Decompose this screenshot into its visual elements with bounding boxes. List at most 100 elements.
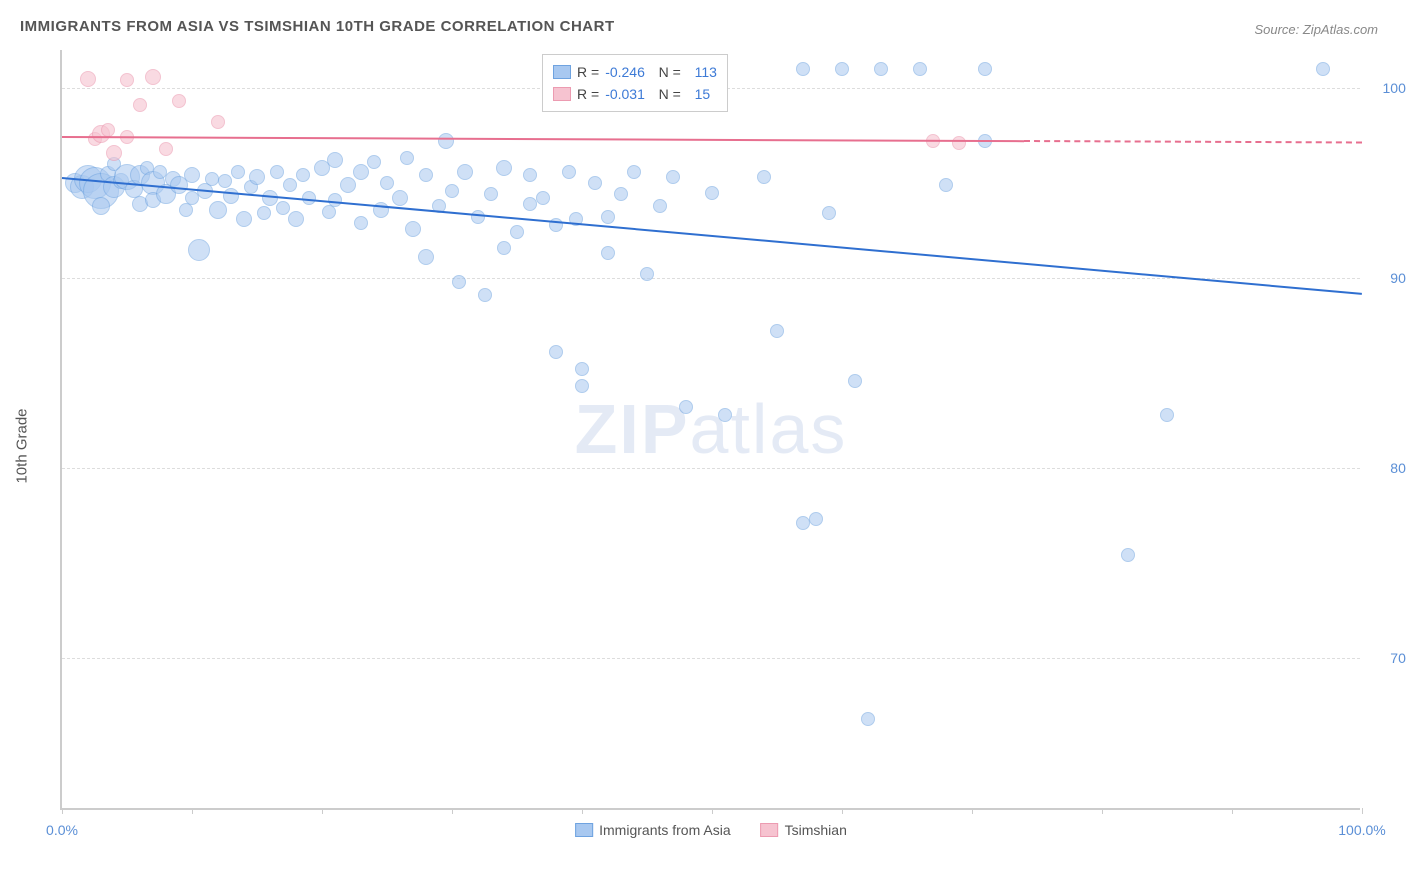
- data-point: [354, 216, 368, 230]
- data-point: [640, 267, 654, 281]
- legend-label: Tsimshian: [785, 822, 847, 838]
- data-point: [92, 197, 110, 215]
- legend-item: Tsimshian: [761, 822, 847, 838]
- data-point: [400, 151, 414, 165]
- data-point: [296, 168, 310, 182]
- data-point: [874, 62, 888, 76]
- data-point: [438, 133, 454, 149]
- data-point: [184, 167, 200, 183]
- data-point: [392, 190, 408, 206]
- gridline-h: [62, 278, 1360, 279]
- data-point: [848, 374, 862, 388]
- y-tick-label: 80.0%: [1370, 460, 1406, 476]
- x-tick: [1102, 808, 1103, 814]
- data-point: [913, 62, 927, 76]
- x-tick: [322, 808, 323, 814]
- data-point: [614, 187, 628, 201]
- source-attribution: Source: ZipAtlas.com: [1254, 22, 1378, 37]
- data-point: [478, 288, 492, 302]
- data-point: [484, 187, 498, 201]
- data-point: [978, 62, 992, 76]
- data-point: [770, 324, 784, 338]
- x-tick: [62, 808, 63, 814]
- legend-R-value: -0.031: [605, 86, 645, 102]
- data-point: [757, 170, 771, 184]
- gridline-h: [62, 468, 1360, 469]
- legend-swatch: [553, 87, 571, 101]
- data-point: [353, 164, 369, 180]
- data-point: [211, 115, 225, 129]
- data-point: [796, 62, 810, 76]
- data-point: [705, 186, 719, 200]
- x-tick: [712, 808, 713, 814]
- watermark-bold: ZIP: [575, 390, 690, 468]
- watermark-light: atlas: [690, 390, 848, 468]
- y-tick-label: 100.0%: [1370, 80, 1406, 96]
- data-point: [1160, 408, 1174, 422]
- chart-title: IMMIGRANTS FROM ASIA VS TSIMSHIAN 10TH G…: [20, 18, 615, 35]
- data-point: [419, 168, 433, 182]
- data-point: [939, 178, 953, 192]
- data-point: [1121, 548, 1135, 562]
- data-point: [101, 123, 115, 137]
- data-point: [218, 174, 232, 188]
- data-point: [1316, 62, 1330, 76]
- data-point: [588, 176, 602, 190]
- data-point: [536, 191, 550, 205]
- data-point: [145, 69, 161, 85]
- legend-N-value: 113: [687, 64, 717, 80]
- data-point: [380, 176, 394, 190]
- x-tick: [582, 808, 583, 814]
- data-point: [405, 221, 421, 237]
- data-point: [106, 145, 122, 161]
- data-point: [159, 142, 173, 156]
- data-point: [653, 199, 667, 213]
- x-tick: [452, 808, 453, 814]
- data-point: [457, 164, 473, 180]
- data-point: [236, 211, 252, 227]
- data-point: [822, 206, 836, 220]
- data-point: [257, 206, 271, 220]
- data-point: [120, 73, 134, 87]
- data-point: [327, 152, 343, 168]
- data-point: [133, 98, 147, 112]
- correlation-legend: R = -0.246 N = 113R = -0.031 N = 15: [542, 54, 728, 112]
- data-point: [471, 210, 485, 224]
- data-point: [262, 190, 278, 206]
- legend-N-value: 15: [687, 86, 710, 102]
- x-tick: [1362, 808, 1363, 814]
- data-point: [718, 408, 732, 422]
- legend-R-value: -0.246: [605, 64, 645, 80]
- y-tick-label: 90.0%: [1370, 270, 1406, 286]
- trend-line: [62, 136, 1024, 142]
- data-point: [276, 201, 290, 215]
- x-tick: [1232, 808, 1233, 814]
- data-point: [445, 184, 459, 198]
- data-point: [270, 165, 284, 179]
- data-point: [952, 136, 966, 150]
- data-point: [666, 170, 680, 184]
- plot-area: ZIPatlas 70.0%80.0%90.0%100.0%0.0%100.0%…: [60, 50, 1360, 810]
- legend-row: R = -0.246 N = 113: [553, 61, 717, 83]
- data-point: [835, 62, 849, 76]
- data-point: [209, 201, 227, 219]
- data-point: [497, 241, 511, 255]
- data-point: [283, 178, 297, 192]
- y-axis-label: 10th Grade: [14, 408, 31, 483]
- trend-line: [1024, 140, 1362, 143]
- x-tick-label: 0.0%: [46, 822, 78, 838]
- legend-R-label: R =: [577, 64, 599, 80]
- data-point: [172, 94, 186, 108]
- data-point: [523, 197, 537, 211]
- legend-R-label: R =: [577, 86, 599, 102]
- legend-swatch: [575, 823, 593, 837]
- watermark: ZIPatlas: [575, 389, 848, 469]
- data-point: [496, 160, 512, 176]
- legend-swatch: [553, 65, 571, 79]
- data-point: [452, 275, 466, 289]
- data-point: [249, 169, 265, 185]
- data-point: [562, 165, 576, 179]
- data-point: [549, 345, 563, 359]
- data-point: [205, 172, 219, 186]
- data-point: [601, 246, 615, 260]
